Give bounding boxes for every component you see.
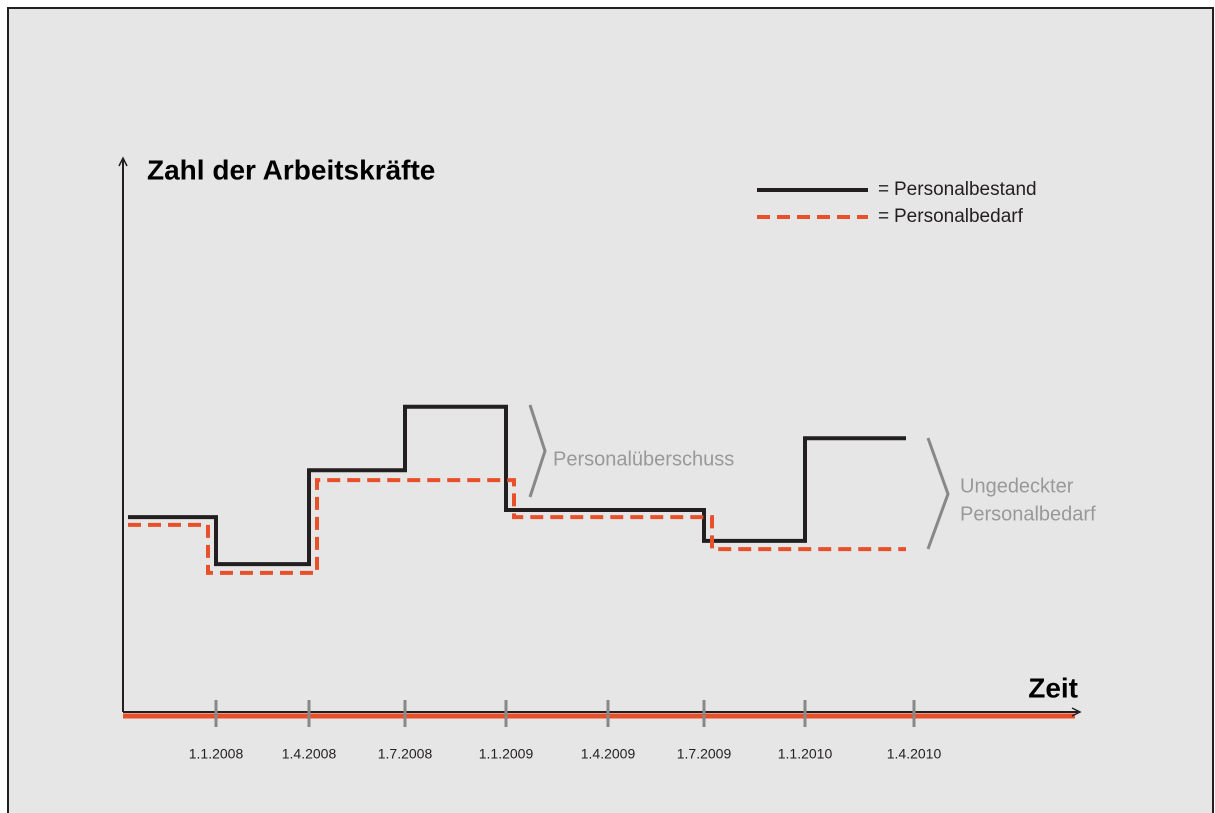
- bracket: [528, 404, 547, 498]
- x-tick-label: 1.4.2009: [581, 746, 636, 762]
- frame: [7, 7, 1214, 813]
- x-tick-label: 1.1.2010: [778, 746, 833, 762]
- annotation: Personalbedarf: [960, 503, 1096, 525]
- x-tick-label: 1.7.2009: [677, 746, 732, 762]
- annotation: Personalüberschuss: [553, 448, 734, 470]
- y-axis-arrow: [118, 156, 128, 167]
- x-axis-label: Zeit: [1028, 672, 1078, 703]
- bracket: [926, 437, 950, 550]
- annotation: Ungedeckter: [960, 475, 1074, 497]
- legend-prefix: =: [878, 179, 889, 200]
- step-line: [128, 404, 906, 567]
- x-axis-arrow: [1071, 707, 1082, 717]
- x-tick-label: 1.4.2010: [887, 746, 942, 762]
- legend-label: Personalbedarf: [894, 206, 1024, 227]
- step-line: [128, 478, 906, 575]
- chart-title: Zahl der Arbeitskräfte: [147, 154, 435, 185]
- x-tick-label: 1.1.2008: [189, 746, 244, 762]
- legend-prefix: =: [878, 206, 889, 227]
- legend-label: Personalbestand: [894, 179, 1037, 200]
- x-tick-label: 1.4.2008: [282, 746, 337, 762]
- x-tick-label: 1.1.2009: [479, 746, 534, 762]
- x-tick-label: 1.7.2008: [378, 746, 433, 762]
